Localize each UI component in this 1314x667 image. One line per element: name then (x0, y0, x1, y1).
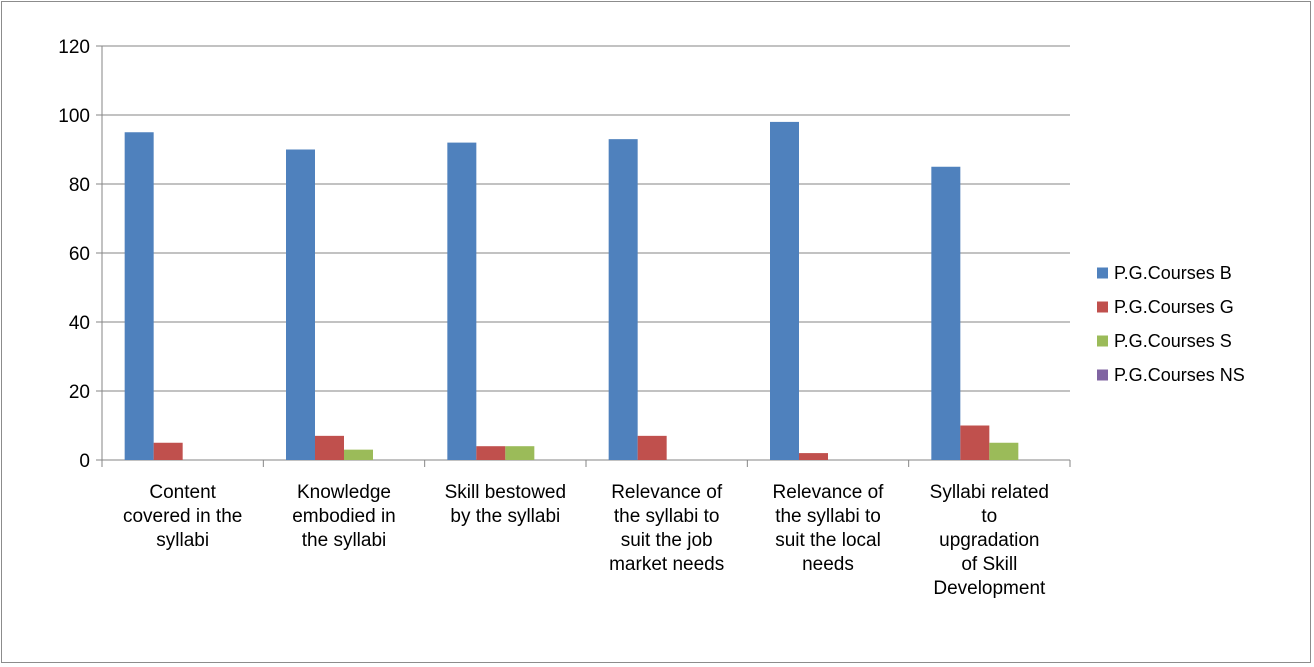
category-label-line: suit the job (621, 530, 713, 551)
bar-p-g-courses-b-3 (608, 139, 638, 460)
legend-label: P.G.Courses S (1114, 331, 1232, 351)
category-label-line: Development (933, 578, 1046, 599)
bars (124, 121, 1019, 461)
bar-p-g-courses-s-1 (344, 449, 373, 460)
bar-p-g-courses-g-4 (799, 453, 828, 460)
axes (96, 45, 1071, 467)
category-label-line: needs (802, 554, 854, 575)
category-label-line: the syllabi (302, 530, 387, 551)
bar-p-g-courses-b-1 (286, 149, 315, 460)
category-label-line: upgradation (939, 530, 1039, 551)
y-tick-labels: 0 20 40 60 80 100 120 (58, 37, 90, 472)
category-label-line: the syllabi to (775, 506, 881, 527)
category-labels: Content covered in the syllabi Knowledge emb… (123, 482, 1049, 599)
bar-p-g-courses-g-1 (315, 435, 344, 460)
category-label-line: suit the local (775, 530, 881, 551)
category-label: Syllabi related to upgradation of Skill Deve… (930, 482, 1049, 599)
y-tick-label: 0 (79, 451, 90, 472)
legend-swatch-3 (1097, 369, 1108, 381)
category-label-line: Relevance of (611, 482, 723, 503)
legend: P.G.Courses B P.G.Courses G P.G.Courses S P… (1097, 263, 1245, 385)
category-label: Knowledge embodied in the syllabi (292, 482, 396, 551)
bar-p-g-courses-b-4 (770, 121, 799, 461)
bar-p-g-courses-b-5 (931, 166, 961, 460)
category-label: Skill bestowed by the syllabi (445, 482, 566, 527)
category-label-line: Syllabi related (930, 482, 1049, 503)
category-label: Relevance of the syllabi to suit the job ma… (609, 482, 724, 575)
category-label-line: syllabi (156, 530, 209, 551)
bar-p-g-courses-b-2 (447, 142, 477, 460)
bar-p-g-courses-b-0 (124, 132, 154, 460)
bar-p-g-courses-g-5 (960, 425, 990, 460)
category-label-line: market needs (609, 554, 724, 575)
category-label-line: Skill bestowed (445, 482, 566, 503)
legend-label: P.G.Courses B (1114, 263, 1232, 283)
legend-swatch-2 (1097, 335, 1108, 347)
category-label-line: Knowledge (297, 482, 391, 503)
category-label-line: Relevance of (773, 482, 885, 503)
bar-p-g-courses-g-2 (476, 446, 506, 460)
category-label-line: of Skill (961, 554, 1017, 575)
legend-label: P.G.Courses G (1114, 297, 1234, 317)
bar-p-g-courses-g-3 (637, 435, 667, 460)
y-tick-label: 20 (69, 382, 90, 403)
y-tick-label: 80 (69, 175, 90, 196)
category-label-line: Content (149, 482, 216, 503)
y-tick-label: 60 (69, 244, 90, 265)
category-label-line: by the syllabi (450, 506, 560, 527)
category-label: Content covered in the syllabi (123, 482, 242, 551)
bar-p-g-courses-g-0 (153, 442, 183, 460)
category-label-line: covered in the (123, 506, 242, 527)
legend-swatch-0 (1097, 267, 1108, 279)
category-label: Relevance of the syllabi to suit the local… (773, 482, 885, 575)
y-tick-label: 40 (69, 313, 90, 334)
legend-label: P.G.Courses NS (1114, 365, 1245, 385)
y-tick-label: 120 (58, 37, 90, 58)
gridlines (102, 45, 1070, 392)
bar-p-g-courses-s-2 (505, 446, 535, 460)
category-label-line: the syllabi to (614, 506, 720, 527)
bar-p-g-courses-s-5 (989, 442, 1019, 460)
category-label-line: to (981, 506, 997, 527)
y-tick-label: 100 (58, 106, 90, 127)
category-label-line: embodied in (292, 506, 396, 527)
legend-swatch-1 (1097, 301, 1108, 313)
